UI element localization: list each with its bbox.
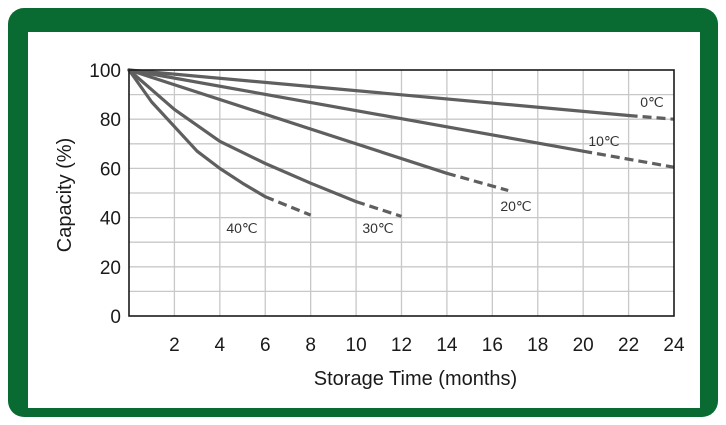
x-tick-label: 8: [305, 335, 316, 356]
series-line-solid: [127, 68, 358, 204]
x-axis-title: Storage Time (months): [314, 368, 517, 390]
series-line-solid: [127, 68, 585, 153]
series-line-dashed: [264, 195, 312, 217]
x-tick-label: 18: [527, 335, 548, 356]
series-label: 0℃: [640, 94, 664, 110]
x-tick-label: 10: [346, 335, 367, 356]
y-tick-label: 80: [100, 110, 121, 131]
series-line-dashed: [446, 171, 509, 193]
x-tick-label: 24: [663, 335, 685, 356]
series-label: 20℃: [500, 198, 531, 214]
series-label: 40℃: [226, 220, 257, 236]
x-tick-label: 12: [391, 335, 412, 356]
y-tick-label: 40: [100, 209, 121, 230]
grid: [129, 70, 674, 316]
y-tick-label: 60: [100, 159, 121, 180]
y-tick-label: 20: [100, 258, 121, 279]
x-tick-label: 14: [436, 335, 458, 356]
series-line-dashed: [582, 149, 675, 169]
series-label: 10℃: [588, 133, 619, 149]
plot-frame: [128, 69, 675, 317]
x-tick-label: 22: [618, 335, 639, 356]
x-tick-label: 6: [260, 335, 271, 356]
x-tick-label: 20: [573, 335, 594, 356]
x-tick-label: 2: [169, 335, 180, 356]
x-tick-label: 16: [482, 335, 503, 356]
series-line-solid: [127, 68, 449, 175]
x-tick-label: 4: [215, 335, 226, 356]
series-line-solid: [127, 68, 267, 199]
series-line-dashed: [628, 113, 675, 121]
y-tick-label: 0: [110, 307, 121, 328]
series-line-solid: [127, 68, 631, 118]
series-label: 30℃: [362, 220, 393, 236]
series-labels: 0℃ 10℃ 20℃ 30℃ 40℃: [226, 94, 663, 236]
y-axis-title: Capacity (%): [54, 138, 76, 252]
series-group: [127, 68, 675, 218]
series-line-dashed: [355, 200, 402, 218]
y-tick-label: 100: [89, 61, 121, 82]
